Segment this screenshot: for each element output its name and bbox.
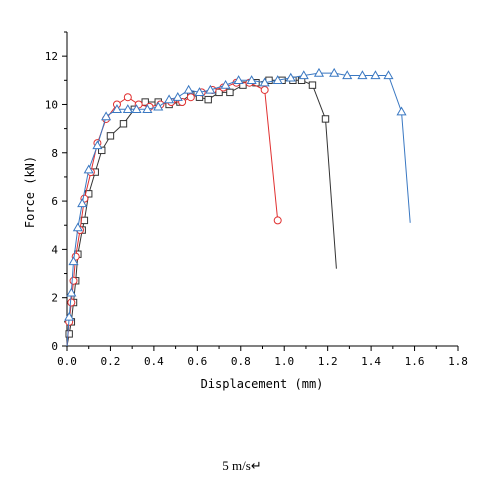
y-tick-label: 12	[45, 50, 58, 63]
series-line	[66, 72, 411, 347]
data-point-triangle	[233, 75, 244, 84]
data-point-triangle	[298, 70, 309, 80]
y-tick-label: 8	[51, 147, 58, 160]
data-point-triangle	[83, 164, 94, 174]
y-tick-label: 0	[51, 340, 58, 353]
x-tick-label: 1.4	[361, 355, 381, 368]
data-point-square	[204, 95, 212, 104]
data-point-circle	[273, 216, 282, 225]
data-point-circle	[260, 85, 269, 94]
data-point-triangle	[101, 111, 112, 121]
data-point-square	[65, 330, 73, 338]
x-tick-label: 0.4	[144, 355, 164, 368]
x-tick-label: 1.6	[405, 355, 425, 368]
data-point-triangle	[92, 140, 103, 150]
data-point-triangle	[383, 70, 394, 80]
data-point-square	[215, 88, 223, 97]
data-point-square	[308, 81, 317, 89]
data-point-triangle	[357, 70, 368, 80]
y-tick-label: 2	[51, 292, 58, 305]
data-point-triangle	[272, 75, 283, 84]
data-point-triangle	[246, 75, 257, 84]
data-point-triangle	[285, 72, 296, 82]
data-point-triangle	[72, 222, 83, 232]
y-tick-label: 6	[51, 195, 58, 208]
data-point-triangle	[342, 70, 353, 80]
data-point-square	[226, 88, 234, 97]
data-point-triangle	[66, 287, 77, 297]
series-triangle	[64, 67, 411, 347]
data-point-triangle	[313, 67, 325, 77]
data-point-triangle	[194, 87, 205, 97]
data-point-square	[119, 120, 128, 128]
series-circle	[65, 78, 282, 347]
data-point-triangle	[164, 94, 175, 104]
axes: 0.0 0.2 0.4 0.6 0.8 1.0 1.2 1.4 1.6 1.8 0 2 4 6 8 10 12	[45, 31, 468, 368]
data-point-triangle	[172, 92, 183, 101]
data-point-triangle	[329, 67, 340, 77]
data-point-circle	[67, 298, 76, 307]
data-point-circle	[69, 276, 78, 285]
data-point-triangle	[153, 101, 164, 111]
data-point-circle	[186, 93, 195, 102]
data-point-triangle	[220, 79, 231, 89]
data-point-square	[321, 115, 330, 123]
x-tick-label: 0.6	[187, 355, 207, 368]
x-axis-label: Displacement (mm)	[201, 377, 324, 391]
x-tick-label: 0.2	[101, 355, 121, 368]
y-tick-label: 4	[51, 243, 58, 256]
data-point-triangle	[122, 104, 133, 113]
chart-plot: 0.0 0.2 0.4 0.6 0.8 1.0 1.2 1.4 1.6 1.8024681012 …	[23, 31, 468, 391]
data-point-triangle	[370, 70, 381, 80]
data-point-triangle	[259, 77, 270, 87]
data-point-triangle	[131, 104, 142, 113]
y-axis-label: Force (kN)	[23, 156, 37, 228]
x-tick-label: 1.2	[318, 355, 338, 368]
x-tick-label: 1.8	[448, 355, 468, 368]
x-tick-label: 0.8	[231, 355, 251, 368]
series-layer	[64, 67, 411, 347]
data-point-square	[106, 132, 115, 140]
y-tick-label: 10	[45, 98, 58, 111]
x-tick-label: 0.0	[57, 355, 77, 368]
x-tick-label: 1.0	[274, 355, 294, 368]
series-line	[66, 82, 279, 347]
data-point-triangle	[68, 256, 79, 266]
data-point-triangle	[77, 198, 88, 208]
data-point-triangle	[111, 104, 123, 113]
data-point-triangle	[396, 106, 407, 116]
data-point-square	[141, 98, 149, 106]
data-point-triangle	[183, 84, 194, 94]
data-point-triangle	[142, 104, 153, 113]
chart-caption: 5 m/s↵	[222, 458, 262, 473]
data-point-triangle	[205, 84, 216, 94]
data-point-square	[239, 81, 247, 89]
data-point-triangle	[64, 311, 75, 321]
data-point-square	[98, 146, 106, 155]
data-point-circle	[123, 93, 132, 102]
